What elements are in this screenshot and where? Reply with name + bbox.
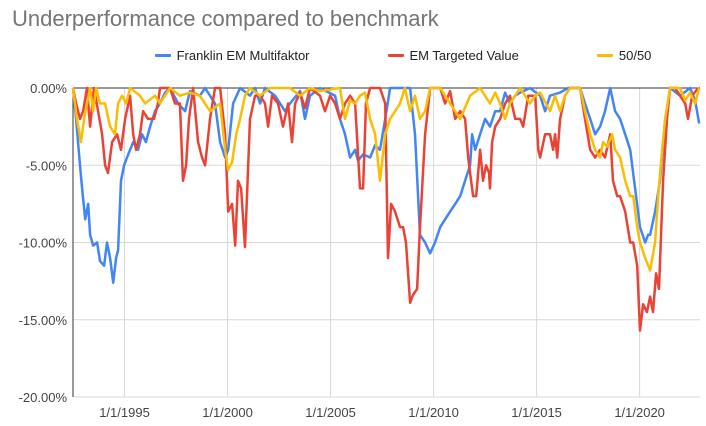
series-line-targeted-value <box>71 86 700 332</box>
series-line-franklin <box>71 86 701 284</box>
legend-swatch <box>154 54 171 57</box>
x-tick-label: 1/1/2000 <box>202 405 253 420</box>
series-line-50-50 <box>71 86 701 272</box>
y-tick-label: 0.00% <box>30 81 67 96</box>
y-tick-label: -20.00% <box>19 390 68 405</box>
legend-item-targeted-value[interactable]: EM Targeted Value <box>387 48 519 63</box>
y-tick-label: -5.00% <box>26 158 68 173</box>
legend-item-franklin[interactable]: Franklin EM Multifaktor <box>154 48 310 63</box>
x-tick-label: 1/1/1995 <box>99 405 150 420</box>
legend-label: EM Targeted Value <box>409 48 519 63</box>
x-tick-label: 1/1/2015 <box>511 405 562 420</box>
legend-swatch <box>596 54 613 57</box>
legend-swatch <box>387 54 404 57</box>
legend: Franklin EM Multifaktor EM Targeted Valu… <box>0 48 706 63</box>
legend-item-50-50[interactable]: 50/50 <box>596 48 652 63</box>
legend-label: Franklin EM Multifaktor <box>176 48 310 63</box>
x-tick-label: 1/1/2020 <box>614 405 665 420</box>
x-tick-label: 1/1/2010 <box>408 405 459 420</box>
legend-label: 50/50 <box>618 48 652 63</box>
y-tick-label: -10.00% <box>19 236 68 251</box>
y-tick-label: -15.00% <box>19 313 68 328</box>
chart-title: Underperformance compared to benchmark <box>12 6 439 31</box>
x-tick-label: 1/1/2005 <box>305 405 356 420</box>
